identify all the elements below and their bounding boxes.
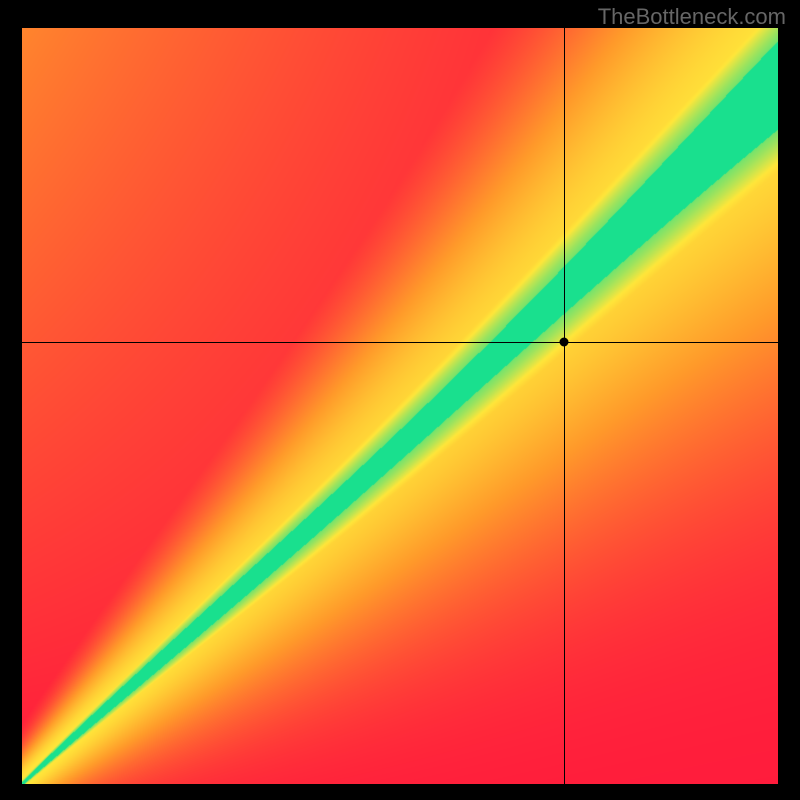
watermark-text: TheBottleneck.com bbox=[598, 4, 786, 30]
heatmap-canvas bbox=[22, 28, 778, 784]
crosshair-vertical bbox=[564, 28, 565, 784]
heatmap-plot bbox=[22, 28, 778, 784]
crosshair-marker bbox=[560, 337, 569, 346]
chart-container: TheBottleneck.com bbox=[0, 0, 800, 800]
crosshair-horizontal bbox=[22, 342, 778, 343]
